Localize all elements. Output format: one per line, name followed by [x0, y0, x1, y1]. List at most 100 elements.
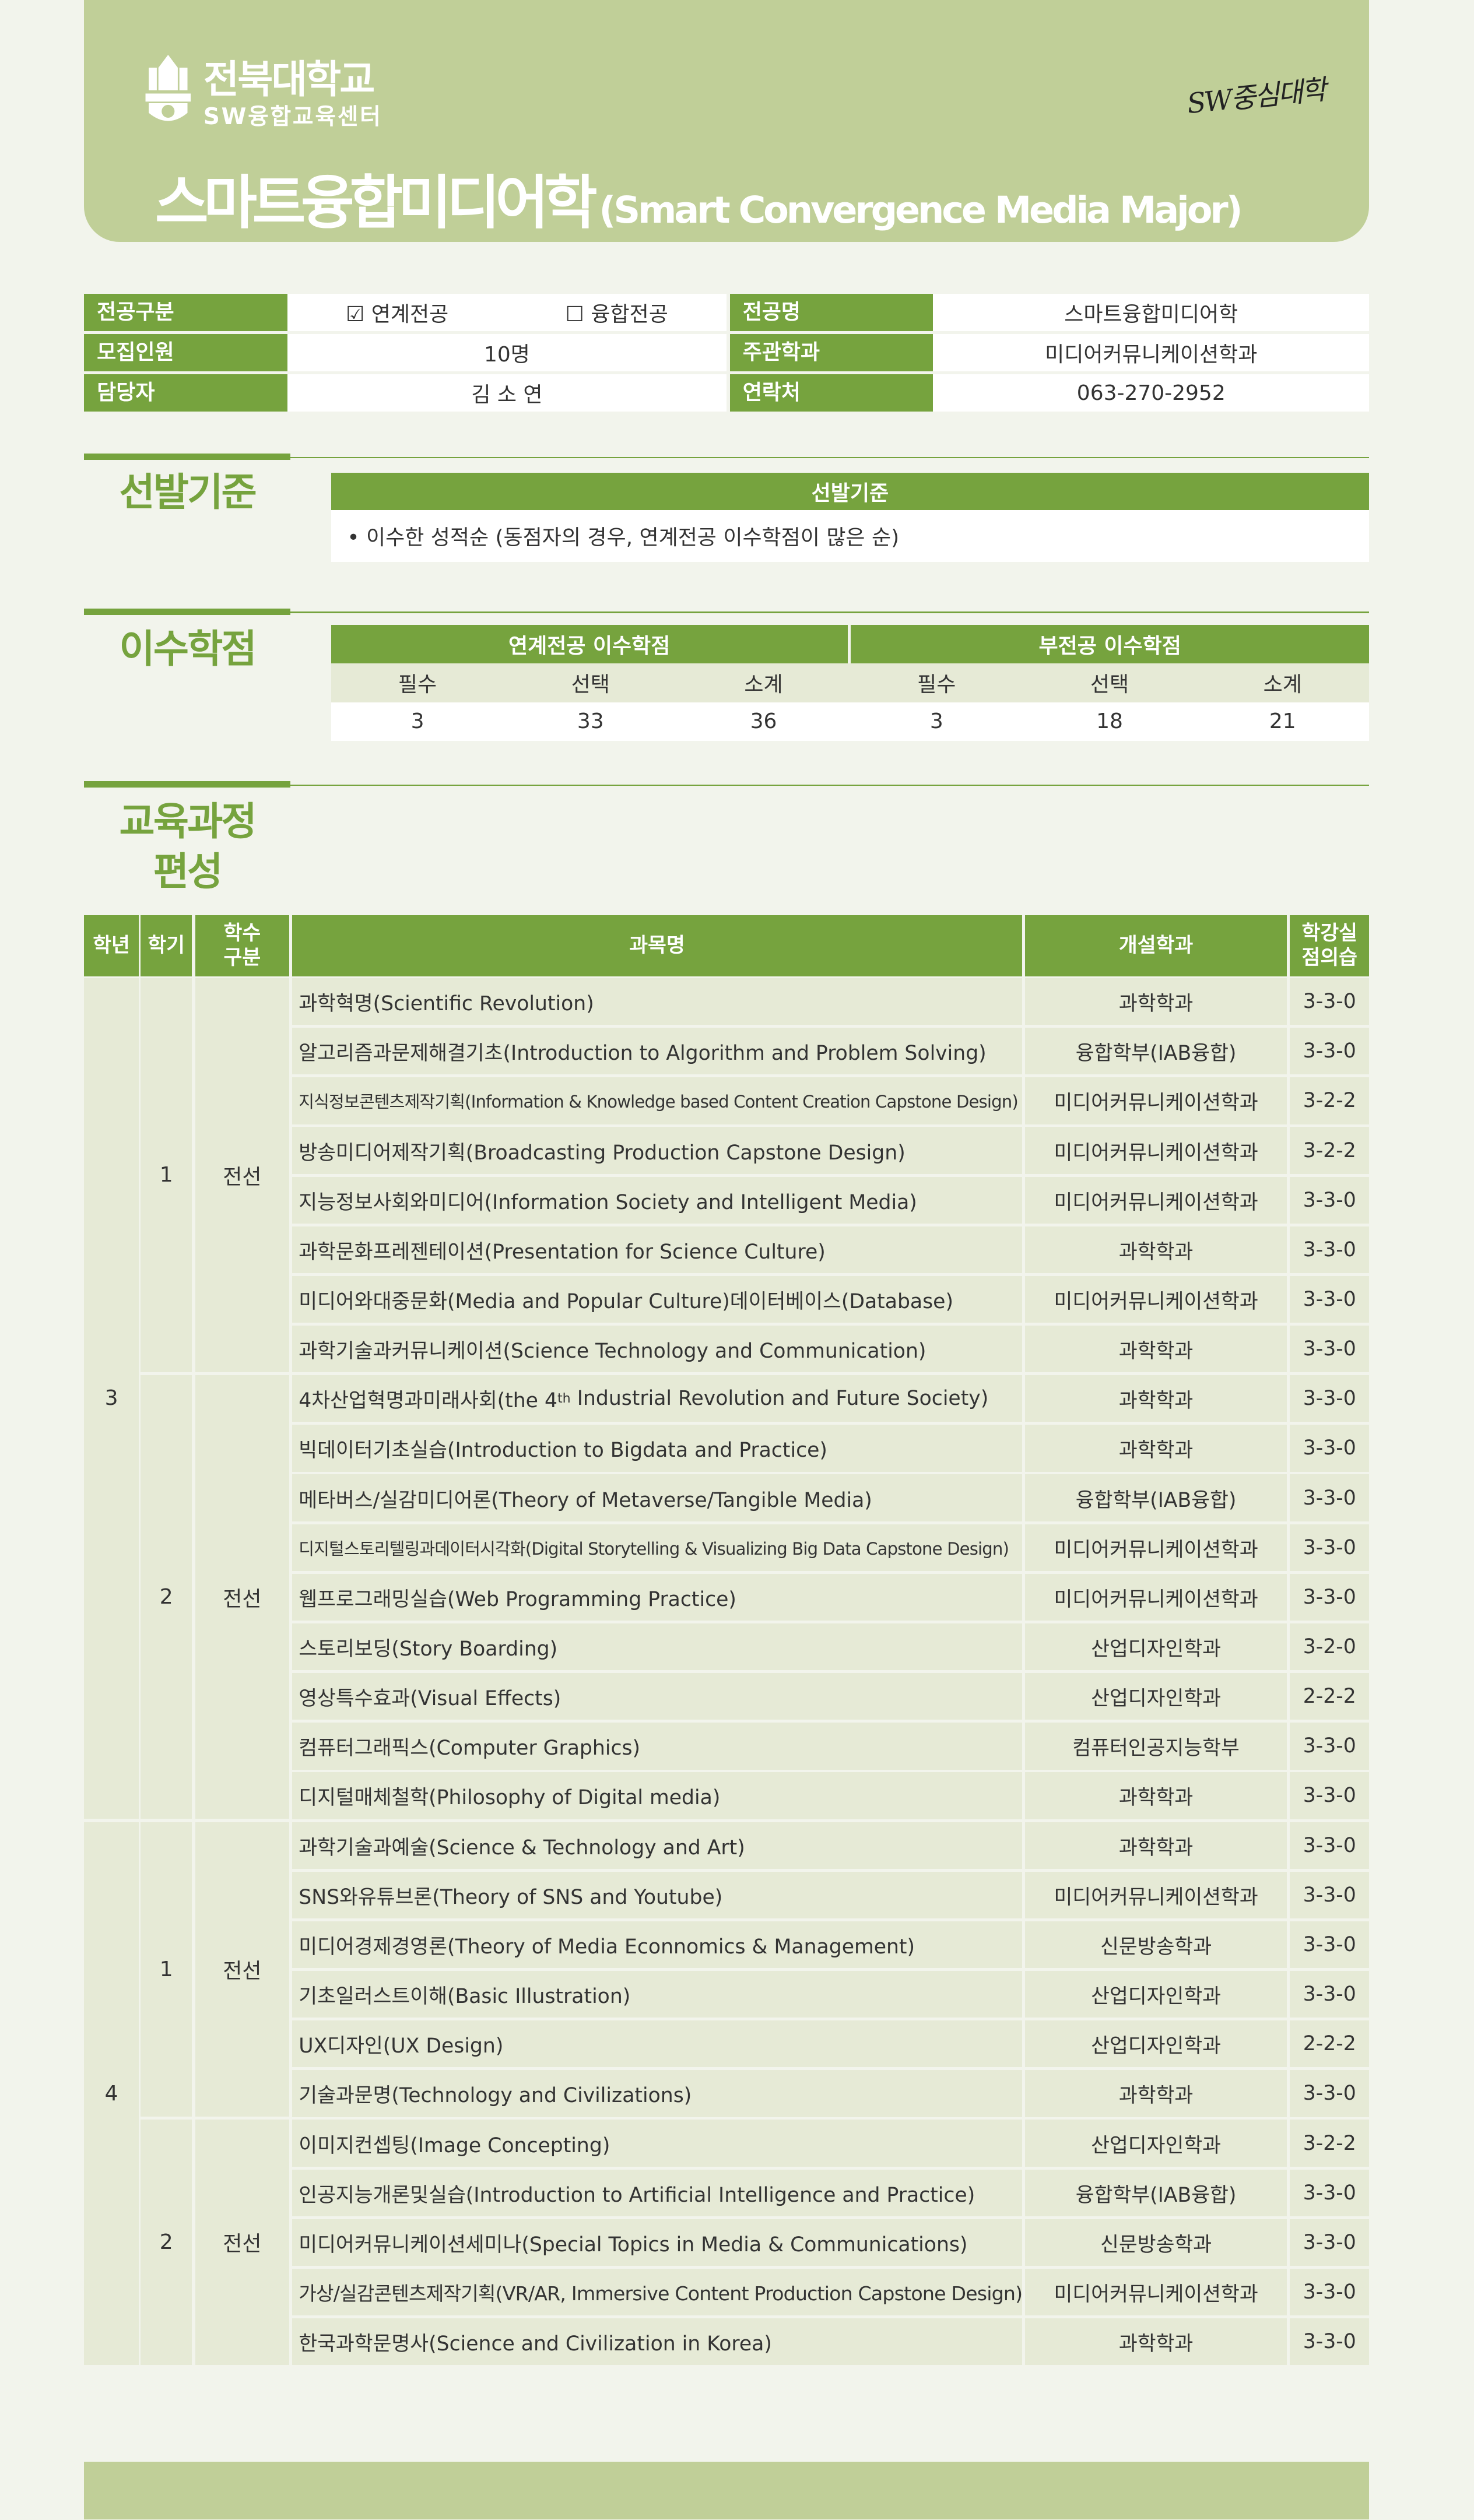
course-dept: 과학학과 — [1025, 1772, 1287, 1819]
semester-cell: 1 — [140, 1822, 192, 2117]
course-credit: 3-2-2 — [1290, 1127, 1370, 1174]
checkbox-checked-icon[interactable]: ☑ — [346, 302, 365, 326]
course-name: 한국과학문명사(Science and Civilization in Kore… — [292, 2318, 1022, 2366]
course-credit: 3-3-0 — [1290, 1921, 1370, 1969]
option-label: 연계전공 — [371, 302, 449, 326]
course-name: 미디어와대중문화(Media and Popular Culture)데이터베이… — [292, 1275, 1022, 1323]
course-credit: 3-3-0 — [1290, 1425, 1370, 1472]
course-dept: 산업디자인학과 — [1025, 2120, 1287, 2167]
course-name-text: 지식정보콘텐츠제작기획(Information & Knowledge base… — [299, 1092, 1018, 1112]
course-credit: 3-3-0 — [1290, 1871, 1370, 1918]
credits-value: 36 — [750, 709, 777, 734]
course-credit: 3-3-0 — [1290, 1822, 1370, 1869]
course-dept: 신문방송학과 — [1025, 2219, 1287, 2266]
course-type-cell: 전선 — [195, 2120, 289, 2365]
header-banner — [83, 0, 1370, 242]
course-credit: 3-3-0 — [1290, 1772, 1370, 1819]
col-header-year: 학년 — [83, 915, 139, 977]
course-name-text: 한국과학문명사(Science and Civilization in Kore… — [299, 2332, 772, 2356]
course-name: 과학혁명(Scientific Revolution) — [292, 978, 1022, 1025]
course-type-cell: 전선 — [195, 1822, 289, 2117]
col-header-credit-line2: 점의습 — [1301, 946, 1358, 969]
course-credit: 3-3-0 — [1290, 2318, 1370, 2366]
credits-value: 18 — [1096, 709, 1123, 734]
course-credit: 3-3-0 — [1290, 978, 1370, 1025]
course-dept: 미디어커뮤니케이션학과 — [1025, 2268, 1287, 2316]
course-credit: 3-2-0 — [1290, 1623, 1370, 1671]
page-title: 스마트융합미디어학 (Smart Convergence Media Major) — [155, 155, 1243, 240]
course-name-text: 지능정보사회와미디어(Information Society and Intel… — [299, 1190, 917, 1214]
course-name-text: 디지털매체철학(Philosophy of Digital media) — [299, 1786, 721, 1810]
divider — [83, 784, 1370, 786]
course-name: 미디어경제경영론(Theory of Media Econnomics & Ma… — [292, 1921, 1022, 1969]
course-name-text: 미디어경제경영론(Theory of Media Econnomics & Ma… — [299, 1935, 915, 1959]
info-table: 전공구분 ☑ 연계전공 ☐ 융합전공 전공명 스마트융합미디어학 모집인원 10… — [83, 293, 1370, 415]
course-dept: 과학학과 — [1025, 1822, 1287, 1869]
course-name: 인공지능개론및실습(Introduction to Artificial Int… — [292, 2169, 1022, 2216]
divider — [83, 456, 1370, 459]
label-major-name: 전공명 — [729, 293, 933, 331]
credits-col-header: 소계 — [744, 673, 783, 697]
course-name: SNS와유튜브론(Theory of SNS and Youtube) — [292, 1871, 1022, 1918]
checkbox-empty-icon[interactable]: ☐ — [565, 302, 584, 326]
course-name-text: 인공지능개론및실습(Introduction to Artificial Int… — [299, 2183, 975, 2207]
course-credit: 3-3-0 — [1290, 1474, 1370, 1521]
course-dept: 과학학과 — [1025, 1326, 1287, 1373]
course-credit: 3-3-0 — [1290, 2268, 1370, 2316]
semester-cell: 1 — [140, 978, 192, 1372]
col-header-semester: 학기 — [140, 915, 192, 977]
center-name: SW융합교육센터 — [203, 103, 382, 130]
course-dept: 미디어커뮤니케이션학과 — [1025, 1871, 1287, 1918]
course-dept: 미디어커뮤니케이션학과 — [1025, 1275, 1287, 1323]
course-credit: 2-2-2 — [1290, 2020, 1370, 2068]
course-name-text: 이미지컨셉팅(Image Concepting) — [299, 2134, 610, 2157]
course-name-text: 방송미디어제작기획(Broadcasting Production Capsto… — [299, 1141, 906, 1165]
year-cell: 3 — [83, 978, 139, 1819]
credits-value: 33 — [577, 709, 604, 734]
section-title-selection: 선발기준 — [119, 469, 257, 515]
course-name: 알고리즘과문제해결기초(Introduction to Algorithm an… — [292, 1028, 1022, 1075]
course-name-text: 4차산업혁명과미래사회(the 4 — [299, 1389, 557, 1413]
selection-criteria: • 이수한 성적순 (동점자의 경우, 연계전공 이수학점이 많은 순) — [331, 510, 1370, 562]
course-name-text: 과학기술과커뮤니케이션(Science Technology and Commu… — [299, 1340, 926, 1363]
course-dept: 미디어커뮤니케이션학과 — [1025, 1176, 1287, 1224]
divider-accent — [83, 454, 291, 461]
course-name-text: 빅데이터기초실습(Introduction to Bigdata and Pra… — [299, 1439, 827, 1463]
course-dept: 과학학과 — [1025, 1425, 1287, 1472]
course-name: 스토리보딩(Story Boarding) — [292, 1623, 1022, 1671]
col-header-name: 과목명 — [292, 915, 1022, 977]
course-dept: 융합학부(IAB융합) — [1025, 2169, 1287, 2216]
course-name-text: 미디어커뮤니케이션세미나(Special Topics in Media & C… — [299, 2233, 968, 2257]
col-header-type-line2: 구분 — [223, 946, 261, 969]
major-type-options: ☑ 연계전공 ☐ 융합전공 — [287, 293, 727, 331]
option-convergence-major[interactable]: ☐ 융합전공 — [566, 297, 668, 328]
course-name-text: 메타버스/실감미디어론(Theory of Metaverse/Tangible… — [299, 1488, 872, 1512]
credits-col-header: 선택 — [571, 673, 610, 697]
selection-header: 선발기준 — [331, 473, 1370, 510]
course-dept: 신문방송학과 — [1025, 1921, 1287, 1969]
course-name-text: 영상특수효과(Visual Effects) — [299, 1687, 561, 1711]
course-name: 과학문화프레젠테이션(Presentation for Science Cult… — [292, 1226, 1022, 1274]
option-linked-major[interactable]: ☑ 연계전공 — [346, 297, 448, 328]
course-name-text: 디지털스토리텔링과데이터시각화(Digital Storytelling & V… — [299, 1538, 1009, 1559]
course-name: 이미지컨셉팅(Image Concepting) — [292, 2120, 1022, 2167]
dept: 미디어커뮤니케이션학과 — [933, 334, 1370, 371]
course-name-text: 미디어와대중문화(Media and Popular Culture)데이터베이… — [299, 1290, 953, 1314]
course-dept: 컴퓨터인공지능학부 — [1025, 1723, 1287, 1770]
credits-group-row: 연계전공 이수학점 부전공 이수학점 — [331, 624, 1370, 664]
credits-group-minor: 부전공 이수학점 — [851, 624, 1370, 664]
col-header-dept: 개설학과 — [1025, 915, 1287, 977]
course-credit: 3-3-0 — [1290, 1176, 1370, 1224]
title-english: (Smart Convergence Media Major) — [599, 188, 1243, 232]
course-name: 기술과문명(Technology and Civilizations) — [292, 2070, 1022, 2117]
col-header-type: 학수 구분 — [195, 915, 289, 977]
course-dept: 과학학과 — [1025, 1226, 1287, 1274]
course-name: 디지털매체철학(Philosophy of Digital media) — [292, 1772, 1022, 1819]
col-header-credit-line1: 학강실 — [1301, 922, 1358, 946]
course-name-text: 기술과문명(Technology and Civilizations) — [299, 2084, 692, 2108]
section-title-curriculum: 교육과정 — [119, 798, 257, 844]
col-header-type-line1: 학수 — [223, 922, 261, 946]
credits-col-header: 선택 — [1090, 673, 1129, 697]
